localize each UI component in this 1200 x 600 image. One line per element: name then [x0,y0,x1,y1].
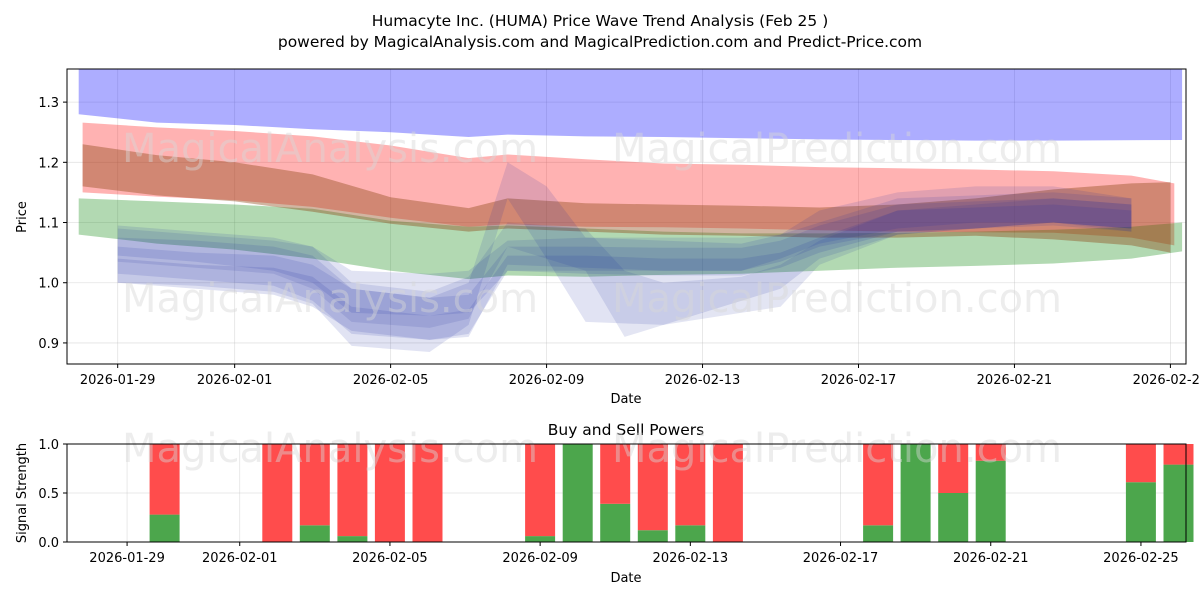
signal-y-tick-label: 1.0 [38,438,59,453]
price-y-tick-label: 1.3 [38,96,59,111]
signal-x-tick-label: 2026-02-13 [653,551,729,566]
price-x-tick-label: 2026-02-21 [977,373,1053,388]
price-plot-grid [67,69,1186,364]
signal-y-tick-label: 0.5 [38,487,59,502]
price-plot-bands [78,69,1183,352]
signal-x-tick-label: 2026-01-29 [89,551,165,566]
price-x-tick-label: 2026-02-09 [509,373,585,388]
price-x-axis: 2026-01-29 2026-02-01 2026-02-05 2026-02-09… [80,364,1200,388]
buy-bar [337,536,368,542]
signal-y-axis-label: Signal Strength [15,443,30,543]
signal-plot-title: Buy and Sell Powers [548,421,705,439]
signal-x-axis: 2026-01-29 2026-02-01 2026-02-05 2026-02-09… [89,542,1179,566]
buy-bar [675,525,706,542]
buy-bar [562,444,593,542]
signal-x-axis-label: Date [610,571,641,586]
sell-bar [1163,444,1194,465]
price-band-8 [117,198,1132,337]
watermark-right-mid: MagicalPrediction.com [612,276,1062,322]
buy-bar [637,530,668,542]
watermark-left-top: MagicalAnalysis.com [122,126,538,172]
signal-x-tick-label: 2026-02-21 [953,551,1029,566]
buy-bar [863,525,894,542]
sell-bar [337,444,368,537]
price-x-axis-label: Date [610,392,641,407]
price-band-4 [82,144,1171,253]
price-x-tick-label: 2026-02-25 [1133,373,1200,388]
price-plot: MagicalAnalysis.com MagicalPrediction.co… [15,68,1200,407]
sell-bar [412,444,443,542]
signal-y-tick-label: 0.0 [38,536,59,551]
price-x-tick-label: 2026-02-13 [665,373,741,388]
price-bands-clip [78,69,1183,352]
price-y-tick-label: 1.0 [38,277,59,292]
buy-bar [938,493,969,542]
price-y-tick-label: 1.2 [38,156,59,171]
signal-x-tick-label: 2026-02-09 [502,551,578,566]
chart-subtitle: powered by MagicalAnalysis.com and Magic… [278,33,922,51]
price-band-5 [117,192,1132,316]
price-x-tick-label: 2026-02-05 [353,373,429,388]
sell-bar [525,444,556,537]
sell-bar [600,444,631,504]
price-band-1 [78,69,1183,141]
buy-bar [900,444,931,542]
price-band-6 [117,198,1132,340]
price-y-tick-label: 1.1 [38,217,59,232]
sell-bar [712,444,743,542]
signal-x-tick-label: 2026-02-17 [803,551,879,566]
buy-bar [149,514,180,542]
sell-bar [637,444,668,531]
buy-bar [299,525,330,542]
sell-bar [149,444,180,515]
signal-plot: Buy and Sell Powers MagicalAnalysis.com … [15,421,1194,586]
sell-bar [975,444,1006,461]
sell-bar [938,444,969,493]
buy-bar [600,503,631,542]
signal-y-axis: 0.0 0.5 1.0 [38,438,67,551]
price-x-tick-label: 2026-01-29 [80,373,156,388]
sell-bar [374,444,405,542]
signal-x-tick-label: 2026-02-25 [1103,551,1179,566]
buy-bar [975,460,1006,542]
sell-bar [863,444,894,526]
price-y-axis: 0.9 1.0 1.1 1.2 1.3 [38,96,67,352]
signal-x-tick-label: 2026-02-05 [352,551,428,566]
chart-title: Humacyte Inc. (HUMA) Price Wave Trend An… [372,12,829,30]
buy-bar [1125,482,1156,542]
price-band-7 [117,162,1132,352]
price-plot-frame [66,68,1187,365]
watermark-left-bottom: MagicalAnalysis.com [122,426,538,472]
signal-plot-bars [149,444,1194,542]
signal-x-tick-label: 2026-02-01 [202,551,278,566]
sell-bar [262,444,293,542]
price-y-tick-label: 0.9 [38,337,59,352]
sell-bar [299,444,330,526]
price-band-3 [78,198,1183,280]
price-band-9 [117,204,1132,340]
price-x-tick-label: 2026-02-01 [197,373,273,388]
price-band-2 [82,122,1175,246]
watermark-left-mid: MagicalAnalysis.com [122,276,538,322]
price-x-tick-label: 2026-02-17 [821,373,897,388]
buy-bar [1163,464,1194,542]
watermark-right-bottom: MagicalPrediction.com [612,426,1062,472]
price-y-axis-label: Price [15,201,30,233]
watermark-right-top: MagicalPrediction.com [612,126,1062,172]
sell-bar [1125,444,1156,483]
buy-bar [525,536,556,542]
sell-bar [675,444,706,526]
